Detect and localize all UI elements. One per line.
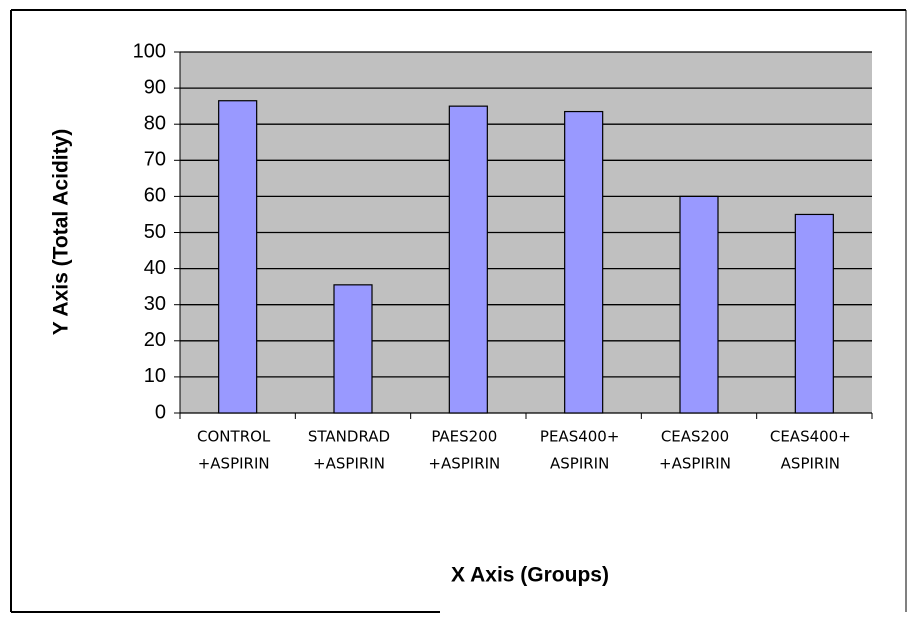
x-tick-label: CEAS200 — [661, 428, 729, 446]
y-tick-label: 10 — [144, 365, 166, 387]
bar — [448, 105, 488, 414]
bar — [794, 213, 834, 414]
x-tick-label: +ASPIRIN — [428, 455, 500, 473]
y-tick-label: 100 — [133, 40, 166, 62]
x-tick-label: +ASPIRIN — [198, 455, 270, 473]
x-tick-label: CEAS400+ — [770, 428, 851, 446]
y-tick-label: 20 — [144, 329, 166, 351]
x-tick-label: ASPIRIN — [781, 455, 840, 473]
x-axis-title: X Axis (Groups) — [451, 564, 609, 587]
x-tick-label: +ASPIRIN — [313, 455, 385, 473]
bar — [333, 284, 373, 414]
x-tick-label: ASPIRIN — [550, 455, 609, 473]
y-tick-label: 60 — [144, 185, 166, 207]
x-tick-label: STANDRAD — [308, 428, 390, 446]
x-tick-label: PEAS400+ — [540, 428, 620, 446]
x-tick-label: PAES200 — [431, 428, 497, 446]
y-tick-label: 80 — [144, 112, 166, 134]
bar — [679, 195, 719, 414]
x-tick-label: +ASPIRIN — [659, 455, 731, 473]
y-tick-label: 0 — [155, 401, 166, 423]
y-tick-label: 90 — [144, 76, 166, 98]
bar — [564, 110, 604, 414]
bar — [218, 100, 258, 414]
y-tick-label: 30 — [144, 293, 166, 315]
x-tick-label: CONTROL — [197, 428, 271, 446]
y-tick-label: 70 — [144, 149, 166, 171]
y-tick-label: 50 — [144, 221, 166, 243]
y-axis-title: Y Axis (Total Acidity) — [50, 129, 73, 336]
y-tick-label: 40 — [144, 257, 166, 279]
